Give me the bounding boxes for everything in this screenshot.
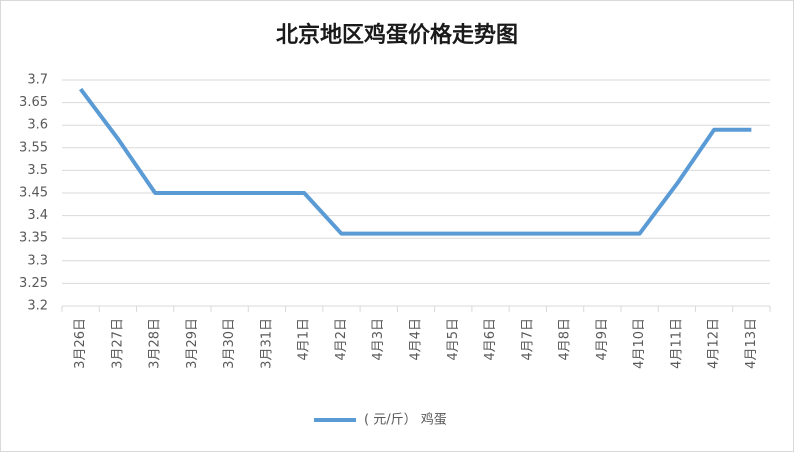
- legend-label: ( 元/斤） 鸡蛋: [364, 412, 447, 428]
- y-tick-label: 3.4: [27, 208, 48, 223]
- x-tick-label: 4月9日: [595, 318, 610, 361]
- x-tick-label: 4月10日: [632, 318, 647, 369]
- x-tick-label: 4月6日: [483, 318, 498, 361]
- x-tick-label: 3月29日: [185, 318, 200, 369]
- x-tick-label: 4月5日: [446, 318, 461, 361]
- x-tick-label: 3月31日: [259, 318, 274, 369]
- y-tick-label: 3.2: [27, 299, 48, 314]
- y-tick-label: 3.65: [19, 95, 48, 110]
- y-tick-label: 3.7: [27, 73, 48, 88]
- x-tick-label: 3月30日: [222, 318, 237, 369]
- y-tick-label: 3.6: [27, 118, 48, 133]
- y-tick-label: 3.25: [19, 276, 48, 291]
- x-tick-label: 4月4日: [409, 318, 424, 361]
- x-tick-label: 4月12日: [707, 318, 722, 369]
- x-tick-label: 3月28日: [148, 318, 163, 369]
- x-tick-label: 4月8日: [558, 318, 573, 361]
- x-tick-label: 3月27日: [110, 318, 125, 369]
- x-tick-label: 4月11日: [669, 318, 684, 369]
- x-tick-label: 4月3日: [371, 318, 386, 361]
- y-tick-label: 3.3: [27, 253, 48, 268]
- x-tick-label: 4月1日: [297, 318, 312, 361]
- x-tick-label: 4月13日: [744, 318, 759, 369]
- chart-title: 北京地区鸡蛋价格走势图: [276, 22, 518, 48]
- x-tick-label: 3月26日: [73, 318, 88, 369]
- y-tick-label: 3.5: [27, 163, 48, 178]
- y-tick-label: 3.35: [19, 231, 48, 246]
- x-tick-label: 4月2日: [334, 318, 349, 361]
- x-tick-label: 4月7日: [520, 318, 535, 361]
- y-tick-label: 3.55: [19, 140, 48, 155]
- series-line: [79, 87, 752, 236]
- y-tick-label: 3.45: [19, 186, 48, 201]
